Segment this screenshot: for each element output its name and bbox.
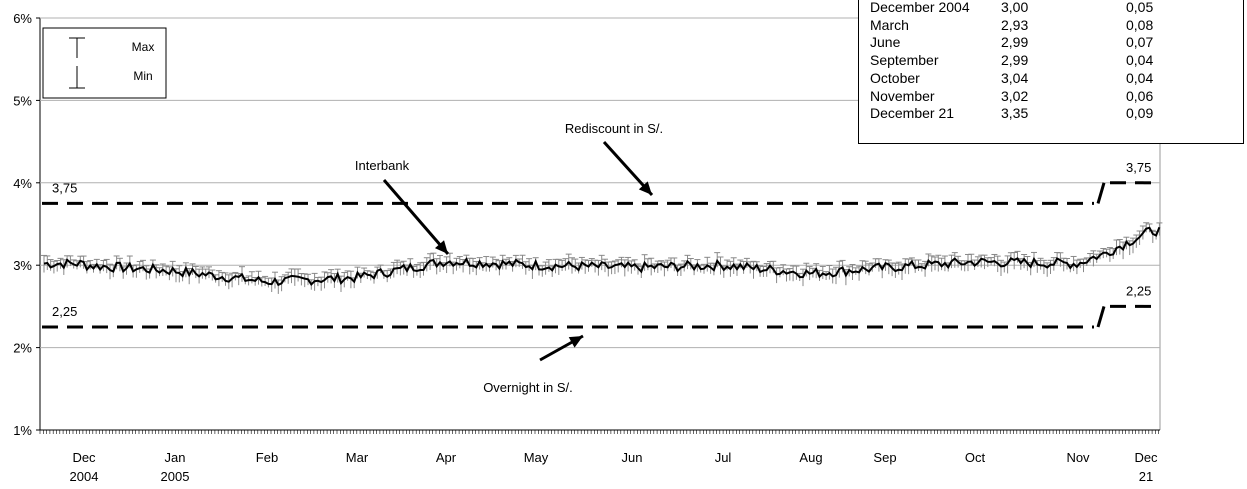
table-cell-rate: 2,99 (1001, 34, 1029, 51)
x-tick-sublabel: 2005 (161, 469, 190, 484)
table-cell-rate: 3,02 (1001, 87, 1029, 104)
x-tick-label: Feb (256, 450, 278, 465)
min-max-bars (41, 222, 1163, 294)
table-cell-deviation: 0,07 (1126, 34, 1154, 51)
overnight-label: Overnight in S/. (483, 380, 573, 395)
y-tick-label: 2% (13, 341, 32, 356)
table-cell-period: December 21 (870, 105, 955, 122)
x-tick-label: Sep (873, 450, 896, 465)
legend-min-label: Min (133, 69, 152, 83)
x-axis: Dec 2004 Jan 2005 Feb Mar Apr May Jun Jul Aug Sep Oc… (39, 430, 1159, 484)
table-cell-period: December 2004 (870, 0, 970, 15)
x-tick-label: Jun (622, 450, 643, 465)
rates-table: December 2004 3,00 0,05 March 2,93 0,08 June 2,… (858, 0, 1244, 144)
legend-box (42, 27, 167, 99)
x-tick-label: Dec (72, 450, 96, 465)
y-tick-label: 4% (13, 176, 32, 191)
table-cell-deviation: 0,05 (1126, 0, 1154, 15)
table-cell-rate: 3,04 (1001, 69, 1029, 86)
table-cell-period: November (870, 87, 935, 104)
table-cell-period: October (870, 69, 920, 86)
y-tick-label: 3% (13, 258, 32, 273)
interbank-line (43, 226, 1161, 287)
rediscount-arrow-head (638, 181, 652, 195)
y-tick-label: 6% (13, 11, 32, 26)
x-tick-label: Dec (1134, 450, 1158, 465)
rediscount-value-left: 3,75 (52, 180, 77, 195)
overnight-step (1096, 305, 1106, 328)
interbank-arrow-head (434, 240, 448, 254)
corridor-lines (42, 181, 1158, 329)
table-cell-period: June (870, 34, 901, 51)
table-cell-period: March (870, 16, 909, 33)
overnight-value-left: 2,25 (52, 304, 77, 319)
x-tick-label: Nov (1066, 450, 1090, 465)
x-tick-label: May (524, 450, 549, 465)
table-cell-deviation: 0,06 (1126, 87, 1154, 104)
table-cell-deviation: 0,04 (1126, 69, 1154, 86)
x-tick-sublabel: 21 (1139, 469, 1153, 484)
x-tick-label: Apr (436, 450, 457, 465)
annotations: 3,75 2,25 3,75 2,25 Rediscount in S/. Interba… (52, 121, 1151, 395)
y-axis-ticks: 1% 2% 3% 4% 5% 6% (13, 11, 40, 438)
x-tick-label: Aug (799, 450, 822, 465)
y-tick-label: 1% (13, 423, 32, 438)
x-tick-sublabel: 2004 (70, 469, 99, 484)
legend-max-label: Max (132, 40, 155, 54)
table-cell-rate: 2,93 (1001, 16, 1029, 33)
rediscount-step (1096, 182, 1106, 204)
legend: Max Min (42, 27, 167, 99)
table-cell-rate: 3,35 (1001, 105, 1029, 122)
overnight-arrow-head (568, 336, 583, 348)
x-tick-label: Mar (346, 450, 369, 465)
table-cell-rate: 3,00 (1001, 0, 1029, 15)
interbank-label: Interbank (355, 158, 410, 173)
y-tick-label: 5% (13, 93, 32, 108)
table-cell-deviation: 0,09 (1126, 105, 1154, 122)
table-cell-deviation: 0,04 (1126, 52, 1154, 69)
overnight-value-right: 2,25 (1126, 283, 1151, 298)
interbank-arrow (382, 179, 450, 255)
x-tick-label: Jul (715, 450, 732, 465)
rediscount-value-right: 3,75 (1126, 160, 1151, 175)
table-cell-rate: 2,99 (1001, 52, 1029, 69)
x-tick-label: Oct (965, 450, 986, 465)
table-cell-period: September (870, 52, 939, 69)
rediscount-label: Rediscount in S/. (565, 121, 663, 136)
table-cell-deviation: 0,08 (1126, 16, 1154, 33)
x-tick-label: Jan (165, 450, 186, 465)
